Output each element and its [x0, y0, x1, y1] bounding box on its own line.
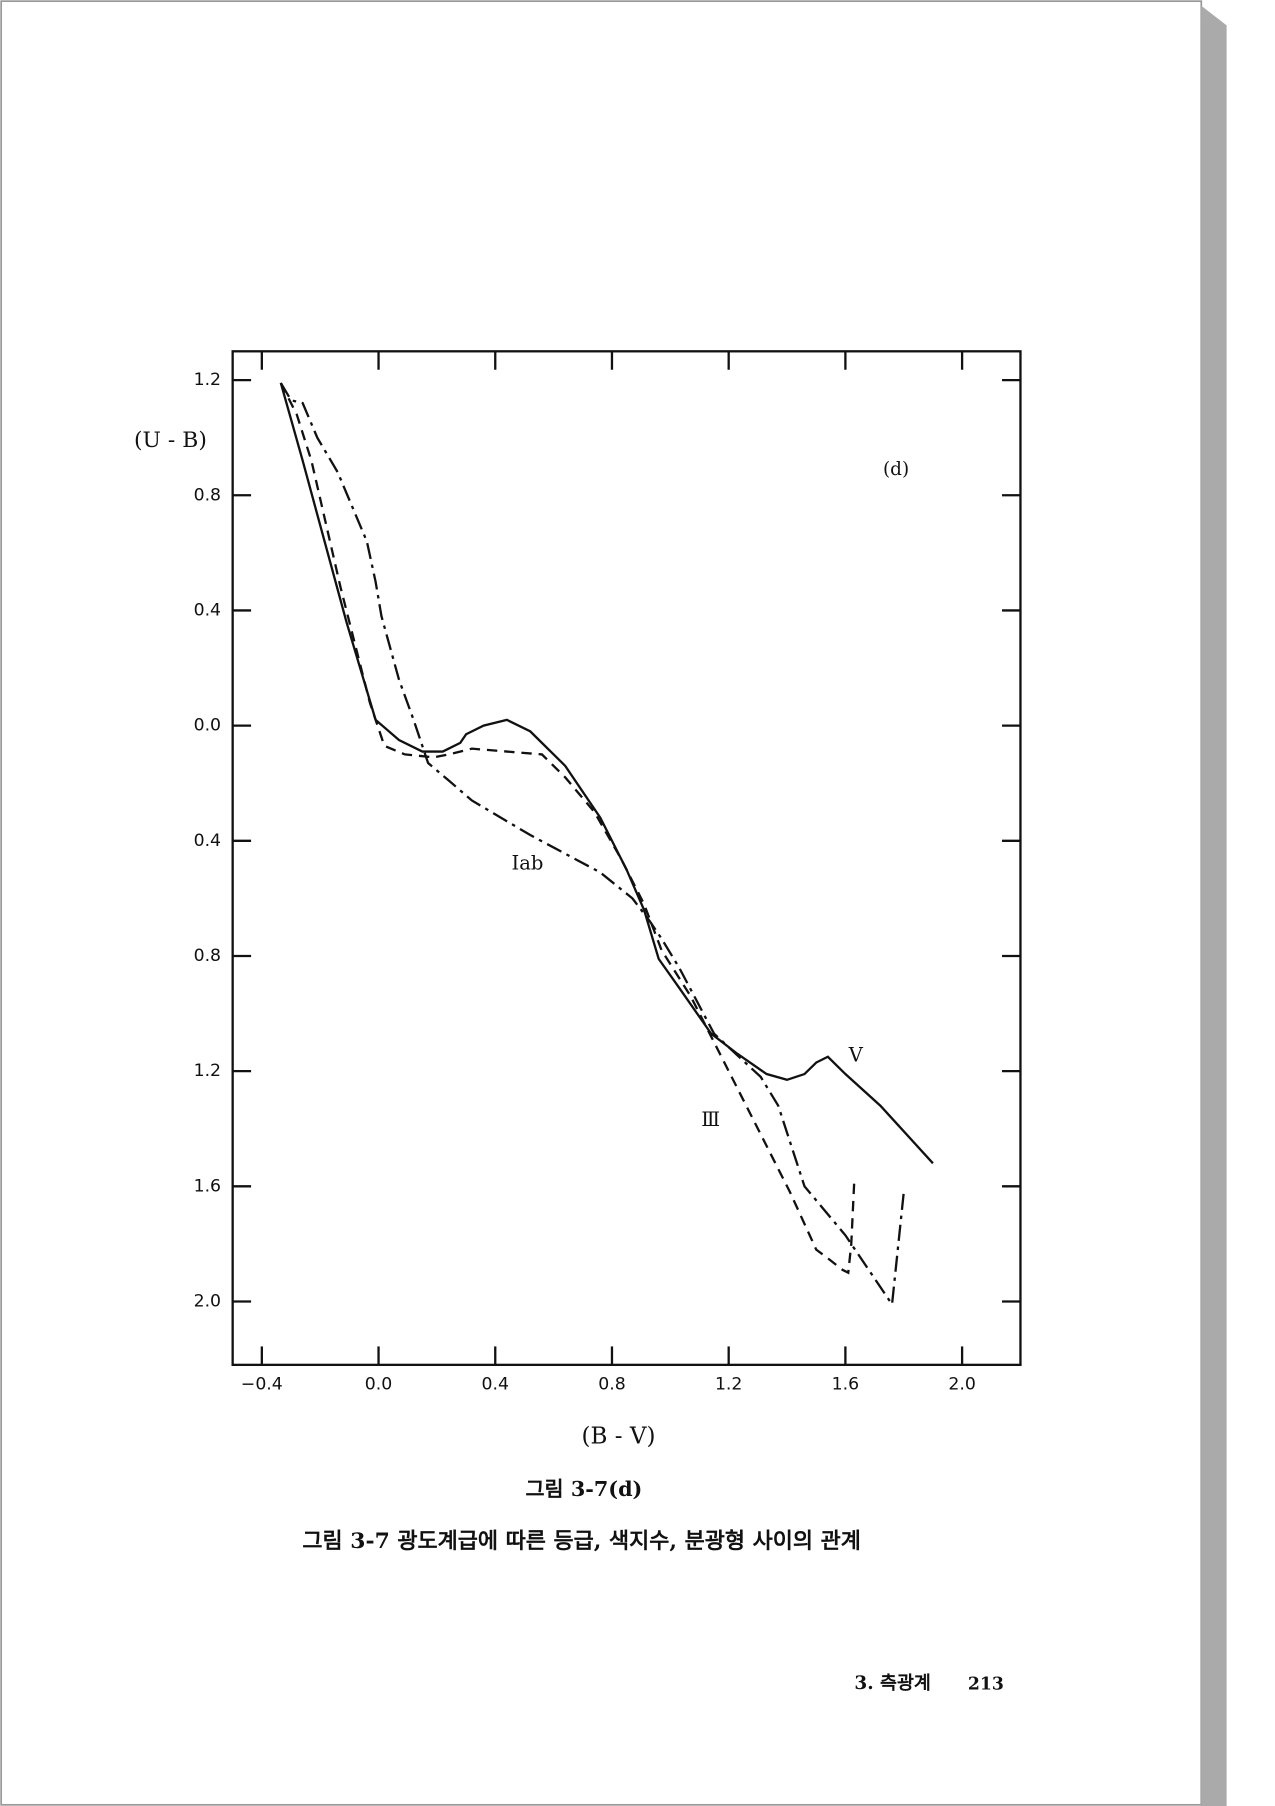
series-label: Iab: [512, 851, 544, 874]
series-line: [279, 382, 905, 1308]
x-tick-label: 2.0: [948, 1374, 975, 1394]
x-axis-label: (B - V): [582, 1423, 656, 1449]
page-edge: [1201, 5, 1227, 1806]
y-axis-label: (U - B): [134, 428, 207, 453]
x-tick-label: 1.2: [715, 1374, 742, 1394]
x-tick-label: 0.4: [482, 1374, 509, 1394]
y-tick-label: 0.4: [194, 600, 221, 620]
x-tick-label: 0.0: [365, 1374, 392, 1394]
x-tick-label: 1.6: [832, 1374, 859, 1394]
footer-section: 3. 측광계: [854, 1673, 930, 1694]
paper: [0, 0, 1203, 1806]
y-tick-label: 1.2: [194, 1061, 221, 1081]
caption: 그림 3-7 광도계급에 따른 등급, 색지수, 분광형 사이의 관계: [302, 1528, 860, 1554]
y-tick-label: 1.6: [194, 1176, 221, 1196]
x-tick-label: 0.8: [598, 1374, 625, 1394]
y-tick-label: 0.4: [194, 831, 221, 851]
series-label: V: [848, 1044, 864, 1067]
page-number: 213: [968, 1675, 1004, 1695]
plot-frame: [231, 350, 1022, 1367]
panel-label: (d): [883, 459, 909, 480]
series-line: [279, 382, 934, 1165]
x-tick-label: −0.4: [241, 1374, 283, 1394]
y-tick-label: 0.8: [194, 485, 221, 505]
series-label: Ⅲ: [701, 1108, 720, 1131]
figure-label: 그림 3-7(d): [526, 1477, 643, 1501]
y-tick-label: 0.0: [194, 716, 221, 736]
y-tick-label: 0.8: [194, 946, 221, 966]
y-tick-label: 1.2: [194, 370, 221, 390]
y-tick-label: 2.0: [194, 1292, 221, 1312]
series-line: [279, 382, 856, 1275]
